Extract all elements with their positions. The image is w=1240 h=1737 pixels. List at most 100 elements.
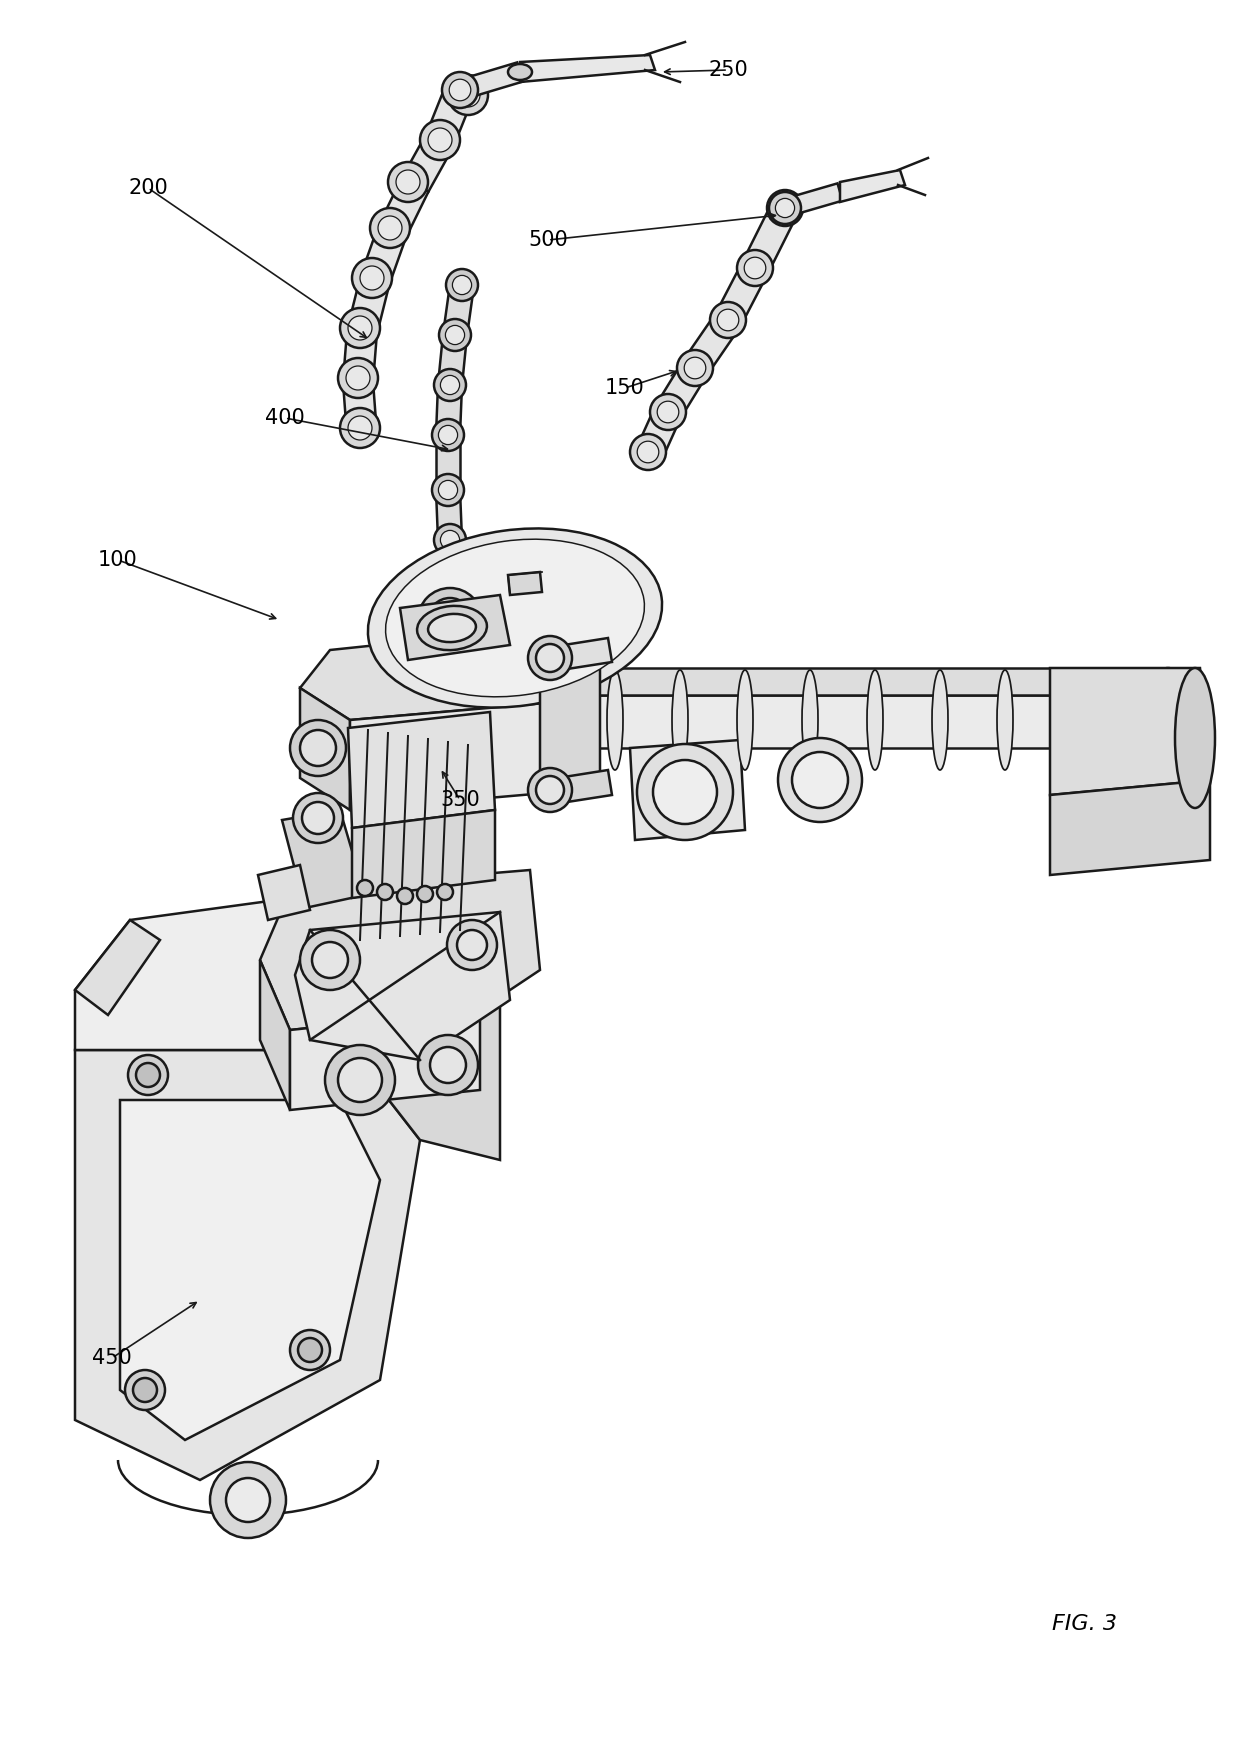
Circle shape (445, 325, 465, 344)
Polygon shape (546, 637, 613, 672)
Circle shape (744, 257, 766, 280)
Text: 100: 100 (98, 551, 138, 570)
Circle shape (677, 349, 713, 386)
Ellipse shape (1143, 669, 1193, 771)
Circle shape (439, 320, 471, 351)
Text: 400: 400 (265, 408, 305, 427)
Circle shape (396, 170, 420, 195)
Polygon shape (343, 380, 377, 436)
Circle shape (303, 802, 334, 834)
Circle shape (684, 358, 706, 379)
Circle shape (448, 75, 489, 115)
Circle shape (360, 266, 384, 290)
Circle shape (528, 768, 572, 811)
Ellipse shape (1122, 670, 1138, 769)
Circle shape (430, 1047, 466, 1082)
Circle shape (436, 573, 467, 606)
Polygon shape (343, 330, 377, 384)
Circle shape (298, 1337, 322, 1362)
Polygon shape (548, 669, 1171, 695)
Polygon shape (520, 56, 655, 82)
Circle shape (420, 120, 460, 160)
Polygon shape (378, 179, 429, 238)
Polygon shape (436, 434, 460, 490)
Ellipse shape (1176, 669, 1215, 808)
Circle shape (226, 1478, 270, 1522)
Polygon shape (258, 865, 310, 921)
Polygon shape (630, 740, 745, 841)
Polygon shape (839, 170, 905, 201)
Circle shape (653, 761, 717, 823)
Text: 450: 450 (92, 1348, 131, 1369)
Polygon shape (347, 276, 389, 335)
Circle shape (774, 198, 796, 219)
Circle shape (637, 441, 658, 462)
Polygon shape (438, 540, 464, 591)
Polygon shape (508, 571, 542, 596)
Circle shape (439, 481, 458, 500)
Polygon shape (438, 334, 467, 386)
Circle shape (290, 1331, 330, 1370)
Circle shape (630, 434, 666, 471)
Polygon shape (74, 889, 420, 1049)
Polygon shape (436, 384, 463, 436)
Circle shape (528, 636, 572, 679)
Circle shape (285, 1042, 325, 1082)
Circle shape (717, 309, 739, 330)
Circle shape (293, 1049, 317, 1073)
Circle shape (768, 189, 804, 226)
Circle shape (769, 193, 801, 224)
Circle shape (637, 743, 733, 841)
Polygon shape (300, 688, 350, 809)
Polygon shape (260, 961, 290, 1110)
Circle shape (312, 941, 348, 978)
Polygon shape (743, 201, 797, 274)
Circle shape (290, 721, 346, 776)
Polygon shape (656, 361, 707, 419)
Polygon shape (74, 1049, 420, 1480)
Ellipse shape (737, 670, 753, 769)
Circle shape (340, 307, 379, 347)
Circle shape (441, 71, 477, 108)
Polygon shape (458, 63, 523, 99)
Circle shape (440, 530, 460, 549)
Circle shape (346, 367, 370, 391)
Ellipse shape (932, 670, 949, 769)
Circle shape (125, 1370, 165, 1410)
Polygon shape (436, 490, 463, 540)
Circle shape (432, 474, 464, 505)
Circle shape (293, 794, 343, 842)
Circle shape (456, 83, 480, 108)
Polygon shape (352, 809, 495, 898)
Circle shape (378, 215, 402, 240)
Ellipse shape (608, 670, 622, 769)
Polygon shape (1050, 669, 1210, 796)
Circle shape (352, 259, 392, 299)
Ellipse shape (417, 606, 487, 650)
Circle shape (428, 129, 453, 153)
Polygon shape (782, 184, 842, 217)
Polygon shape (637, 406, 681, 459)
Circle shape (711, 302, 746, 339)
Circle shape (657, 401, 678, 422)
Text: 500: 500 (528, 229, 568, 250)
Ellipse shape (672, 670, 688, 769)
Circle shape (440, 375, 460, 394)
Ellipse shape (997, 670, 1013, 769)
Text: 150: 150 (605, 379, 645, 398)
Circle shape (453, 276, 471, 295)
Polygon shape (427, 85, 474, 146)
Circle shape (388, 162, 428, 201)
Circle shape (536, 776, 564, 804)
Ellipse shape (386, 538, 645, 697)
Circle shape (434, 525, 466, 556)
Polygon shape (348, 712, 495, 829)
Circle shape (377, 884, 393, 900)
Polygon shape (401, 596, 510, 660)
Polygon shape (260, 870, 539, 1030)
Polygon shape (539, 648, 600, 801)
Ellipse shape (1061, 670, 1078, 769)
Ellipse shape (802, 670, 818, 769)
Circle shape (339, 1058, 382, 1101)
Circle shape (300, 730, 336, 766)
